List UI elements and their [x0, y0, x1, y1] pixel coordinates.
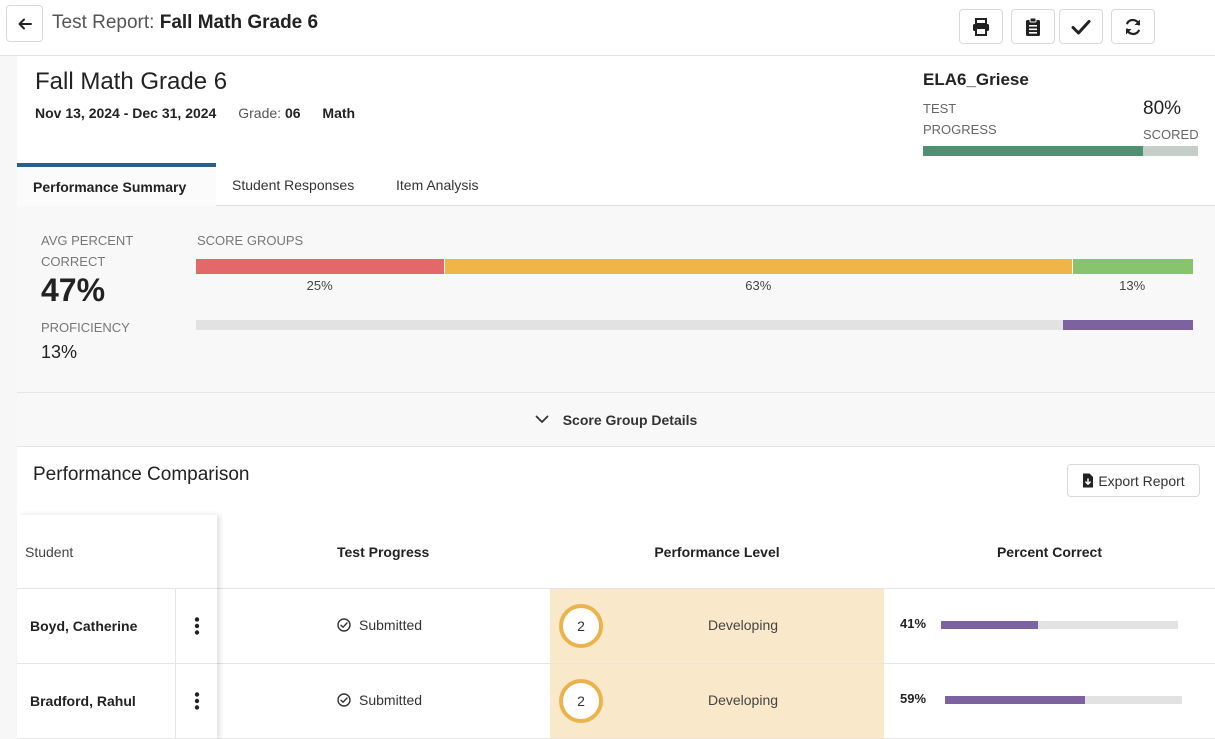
- percent-correct-fill: [945, 696, 1085, 704]
- student-name[interactable]: Boyd, Catherine: [30, 618, 138, 634]
- file-download-icon: [1083, 473, 1094, 488]
- status-text: Submitted: [359, 692, 423, 708]
- proficiency-value: 13%: [41, 342, 78, 362]
- report-tabs: Performance Summary Student Responses It…: [17, 163, 1215, 206]
- report-title-name: Fall Math Grade 6: [159, 12, 319, 33]
- approve-button[interactable]: [1059, 9, 1103, 44]
- percent-correct-value: 59%: [900, 691, 927, 706]
- clipboard-button[interactable]: [1011, 9, 1055, 44]
- score-group-details-toggle[interactable]: Score Group Details: [17, 393, 1215, 447]
- print-icon: [973, 17, 989, 36]
- score-groups-label: SCORE GROUPS: [197, 233, 304, 248]
- column-header-performance-level[interactable]: Performance Level: [654, 543, 780, 560]
- back-button[interactable]: [6, 5, 43, 42]
- class-name: ELA6_Griese: [923, 70, 1029, 89]
- grade-label: Grade:: [238, 105, 282, 121]
- avg-percent-label: AVG PERCENT CORRECT: [41, 233, 133, 269]
- performance-comparison: Performance Comparison Export Report Tes…: [17, 447, 1215, 739]
- column-header-percent-correct[interactable]: Percent Correct: [996, 543, 1103, 560]
- student-column: Student Boyd, Catherine Bradford, Rahul: [17, 515, 217, 739]
- top-bar: Test Report: Fall Math Grade 6: [0, 0, 1215, 56]
- kebab-icon: [194, 616, 199, 635]
- score-group-segment-low[interactable]: [196, 259, 445, 274]
- check-circle-icon: [337, 693, 351, 707]
- test-meta: Nov 13, 2024 - Dec 31, 2024 Grade: 06 Ma…: [35, 105, 355, 121]
- scored-value: 80%: [1143, 98, 1182, 119]
- column-header-test-progress[interactable]: Test Progress: [337, 543, 430, 560]
- kebab-icon: [194, 691, 199, 710]
- row-divider: [17, 663, 1215, 664]
- scored-label: SCORED: [1143, 127, 1199, 142]
- test-dates: Nov 13, 2024 - Dec 31, 2024: [35, 105, 217, 121]
- test-name: Fall Math Grade 6: [35, 68, 228, 95]
- proficiency-bar: [196, 320, 1193, 330]
- refresh-icon: [1125, 18, 1141, 35]
- refresh-button[interactable]: [1111, 9, 1155, 44]
- row-divider: [17, 588, 217, 589]
- arrow-left-icon: [18, 18, 32, 29]
- percent-correct-fill: [941, 621, 1039, 629]
- comparison-table: Test Progress Performance Level Percent …: [17, 515, 1215, 739]
- student-menu-button[interactable]: [175, 663, 217, 738]
- score-groups-bar: [196, 259, 1193, 274]
- score-group-segment-high[interactable]: [1073, 259, 1193, 274]
- row-divider: [17, 663, 217, 664]
- performance-level-cell: 2 Developing: [550, 589, 884, 664]
- student-name[interactable]: Bradford, Rahul: [30, 693, 136, 709]
- proficiency-fill: [1063, 320, 1193, 330]
- performance-level-text: Developing: [707, 692, 779, 708]
- test-progress-label: TEST PROGRESS: [923, 101, 997, 137]
- score-group-segment-mid[interactable]: [445, 259, 1073, 274]
- score-group-pct-high: 13%: [1119, 278, 1146, 293]
- tab-performance-summary[interactable]: Performance Summary: [17, 163, 216, 206]
- test-progress-status: Submitted: [337, 692, 422, 708]
- performance-comparison-title: Performance Comparison: [33, 464, 250, 485]
- score-group-pct-mid: 63%: [745, 278, 772, 293]
- left-strip: [0, 56, 17, 739]
- export-report-label: Export Report: [1098, 472, 1185, 489]
- status-text: Submitted: [359, 617, 423, 633]
- performance-level-text: Developing: [707, 617, 779, 633]
- performance-level-cell: 2 Developing: [550, 664, 884, 739]
- proficiency-label: PROFICIENCY: [41, 320, 130, 335]
- row-divider: [17, 588, 1215, 589]
- test-header: Fall Math Grade 6 Nov 13, 2024 - Dec 31,…: [17, 56, 1215, 166]
- percent-correct-bar: [945, 696, 1182, 704]
- test-progress-bar: [923, 146, 1198, 156]
- score-group-details-label: Score Group Details: [562, 411, 698, 428]
- student-menu-button[interactable]: [175, 588, 217, 663]
- report-title-prefix: Test Report:: [52, 12, 155, 33]
- performance-level-badge: 2: [559, 604, 603, 648]
- performance-level-badge: 2: [559, 679, 603, 723]
- score-group-pct-low: 25%: [306, 278, 333, 293]
- avg-percent-value: 47%: [41, 272, 106, 308]
- subject: Math: [322, 105, 356, 121]
- percent-correct-value: 41%: [900, 616, 927, 631]
- column-header-student[interactable]: Student: [25, 543, 74, 560]
- report-title: Test Report: Fall Math Grade 6: [52, 12, 318, 34]
- clipboard-icon: [1026, 17, 1040, 36]
- check-circle-icon: [337, 618, 351, 632]
- performance-summary: AVG PERCENT CORRECT 47% PROFICIENCY 13% …: [17, 206, 1215, 393]
- grade-value: 06: [284, 105, 301, 121]
- test-progress-fill: [923, 146, 1143, 156]
- percent-correct-bar: [941, 621, 1178, 629]
- test-progress-status: Submitted: [337, 617, 422, 633]
- tab-student-responses[interactable]: Student Responses: [232, 176, 355, 193]
- chevron-down-icon: [535, 415, 549, 423]
- check-icon: [1071, 19, 1091, 34]
- print-button[interactable]: [959, 9, 1003, 44]
- export-report-button[interactable]: Export Report: [1067, 464, 1200, 497]
- tab-item-analysis[interactable]: Item Analysis: [396, 176, 479, 193]
